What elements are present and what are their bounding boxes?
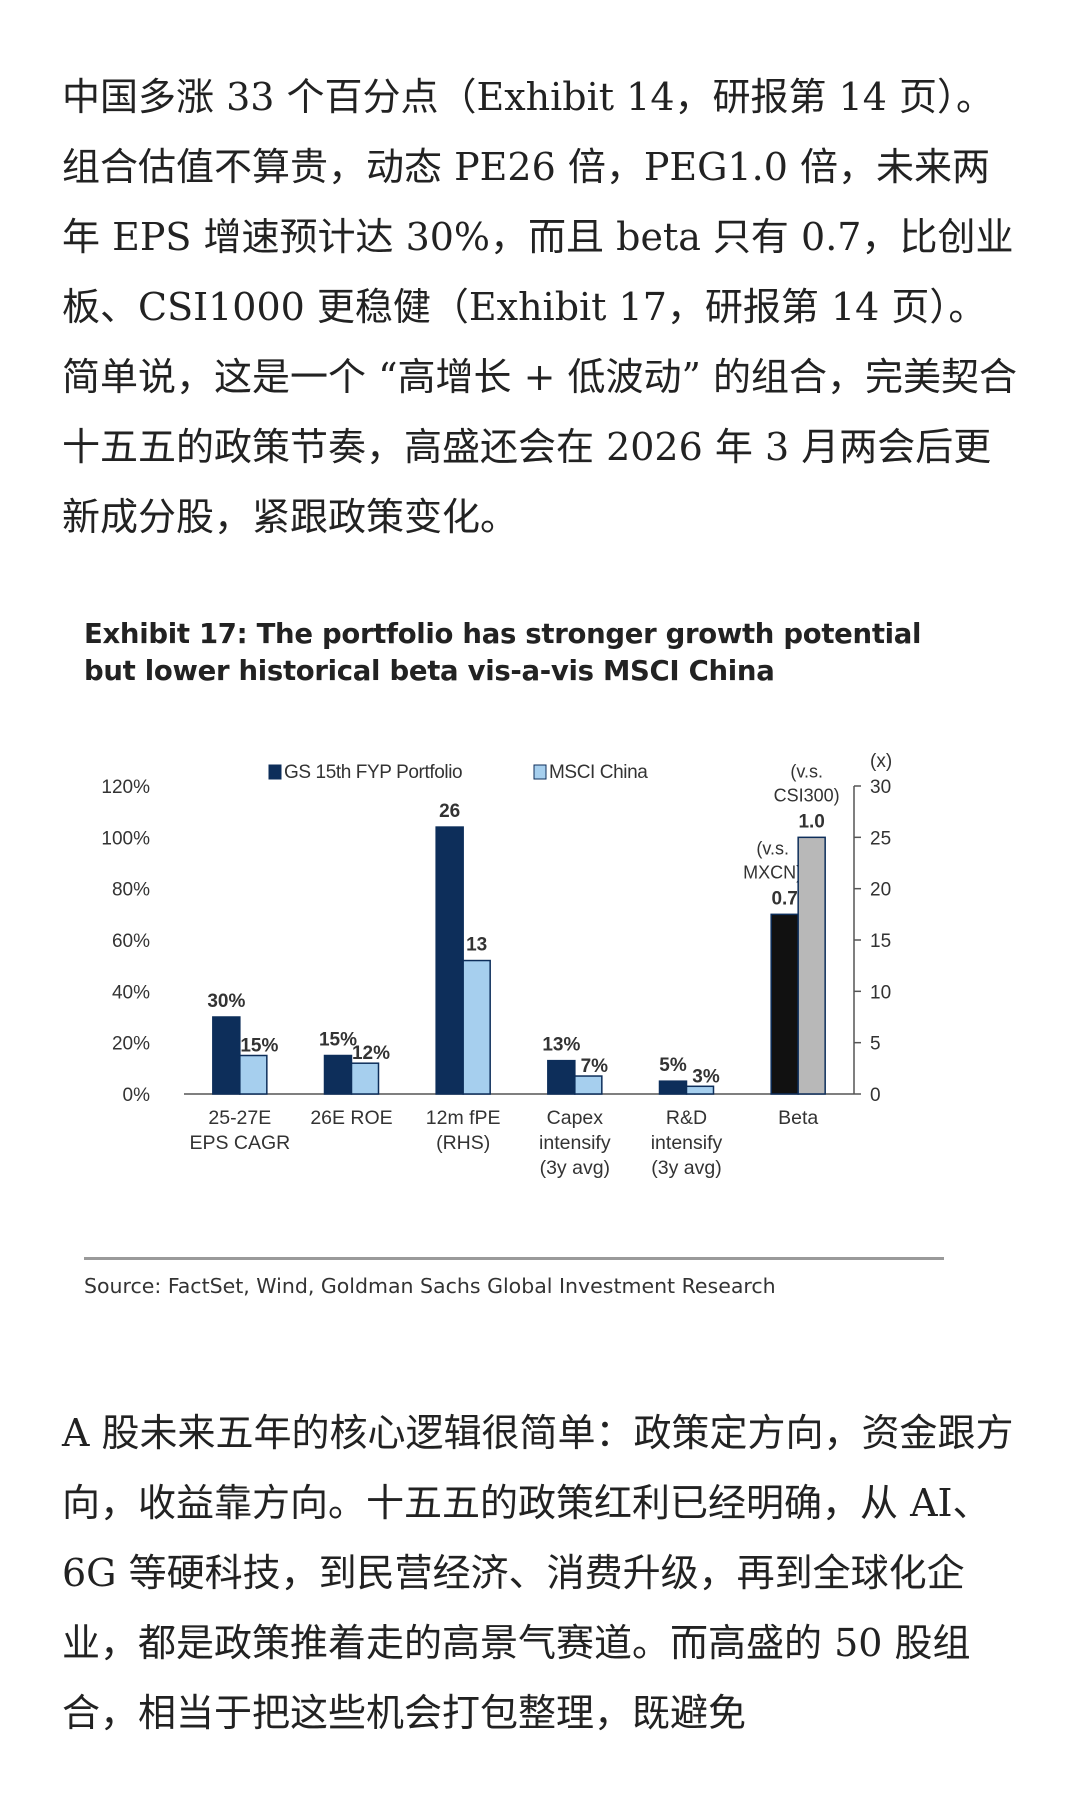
x-category-label-0-0: 25-27E (208, 1107, 271, 1129)
bar-1-3 (574, 1075, 603, 1095)
legend-swatch-1 (533, 764, 547, 780)
bar-value-label-1-3: 7% (581, 1056, 609, 1077)
exhibit-divider (84, 1257, 944, 1260)
x-category-label-3-2: (3y avg) (540, 1157, 610, 1179)
bar-0-2 (435, 826, 464, 1095)
x-category-label-3-0: Capex (547, 1107, 604, 1129)
bar-value-label-1-1: 12% (352, 1043, 390, 1064)
x-category-label-0-1: EPS CAGR (189, 1132, 290, 1154)
y-left-tick-label: 20% (112, 1034, 150, 1055)
bar-value-label-0-2: 26 (439, 801, 460, 822)
beta-annotation-1-0: (v.s. (790, 761, 823, 781)
y-right-tick-label: 30 (870, 777, 891, 798)
y-right-tick-label: 15 (870, 931, 891, 952)
bar-value-label-0-5: 0.7 (771, 888, 797, 909)
x-category-label-3-1: intensify (539, 1132, 611, 1154)
bar-chart-svg: 0% 20% 40% 60% 80% 100% 120% 0 5 10 15 20 25 30 (x) GS … (101, 751, 892, 1179)
beta-annotation-0-1: MXCN) (743, 862, 802, 882)
exhibit-source: Source: FactSet, Wind, Goldman Sachs Glo… (84, 1274, 776, 1298)
bar-1-1 (350, 1062, 380, 1095)
beta-annotation-0-0: (v.s. (756, 838, 789, 858)
bar-1-4 (685, 1085, 715, 1095)
y-left-tick-label: 100% (101, 828, 150, 849)
y-right-tick-label: 10 (870, 982, 891, 1003)
exhibit-title-line-1: Exhibit 17: The portfolio has stronger g… (84, 618, 922, 650)
bar-0-1 (323, 1054, 353, 1095)
x-category-label-4-2: (3y avg) (651, 1157, 721, 1179)
bar-1-2 (462, 959, 491, 1095)
x-category-label-4-0: R&D (666, 1107, 707, 1129)
bar-1-0 (239, 1054, 268, 1095)
x-category-label-1-0: 26E ROE (310, 1107, 392, 1129)
bar-value-label-1-4: 3% (692, 1066, 720, 1087)
bar-1-5 (797, 836, 826, 1095)
x-category-label-2-1: (RHS) (436, 1132, 490, 1154)
y-right-axis-unit: (x) (870, 751, 892, 772)
bar-0-3 (547, 1059, 576, 1095)
bar-value-label-0-1: 15% (319, 1030, 357, 1051)
bar-value-label-1-0: 15% (240, 1036, 278, 1057)
y-left-tick-label: 40% (112, 982, 150, 1003)
beta-annotation-1-1: CSI300) (774, 785, 840, 805)
bar-value-label-0-4: 5% (659, 1055, 687, 1076)
x-category-label-2-0: 12m fPE (426, 1107, 501, 1129)
bar-value-label-1-2: 13 (466, 935, 487, 956)
bar-value-label-1-5: 1.0 (798, 811, 824, 832)
legend-label-1: MSCI China (549, 762, 648, 783)
y-left-tick-label: 60% (112, 931, 150, 952)
y-right-tick-label: 20 (870, 880, 891, 901)
legend-label-0: GS 15th FYP Portfolio (284, 762, 462, 783)
y-left-tick-label: 120% (101, 777, 150, 798)
article-paragraph-bottom: A 股未来五年的核心逻辑很简单：政策定方向，资金跟方向，收益靠方向。十五五的政策… (62, 1411, 1014, 1735)
y-left-tick-label: 0% (123, 1085, 151, 1106)
bar-0-0 (212, 1016, 241, 1095)
article-paragraph-top: 中国多涨 33 个百分点（Exhibit 14，研报第 14 页）。组合估值不算… (62, 75, 1018, 539)
y-right-tick-label: 25 (870, 828, 891, 849)
bar-chart: 0% 20% 40% 60% 80% 100% 120% 0 5 10 15 20 25 30 (x) GS … (84, 731, 964, 1241)
bar-value-label-0-3: 13% (542, 1035, 580, 1056)
y-right-tick-label: 0 (870, 1085, 881, 1106)
bar-0-5 (770, 913, 799, 1095)
exhibit-figure: Exhibit 17: The portfolio has stronger g… (84, 616, 954, 1298)
x-category-label-5-0: Beta (778, 1107, 818, 1129)
x-category-label-4-1: intensify (651, 1132, 723, 1154)
bar-value-label-0-0: 30% (207, 991, 245, 1012)
exhibit-title-line-2: but lower historical beta vis-a-vis MSCI… (84, 655, 775, 687)
y-right-tick-label: 5 (870, 1034, 881, 1055)
y-left-tick-label: 80% (112, 880, 150, 901)
legend-swatch-0 (268, 764, 282, 780)
bar-0-4 (658, 1080, 688, 1095)
